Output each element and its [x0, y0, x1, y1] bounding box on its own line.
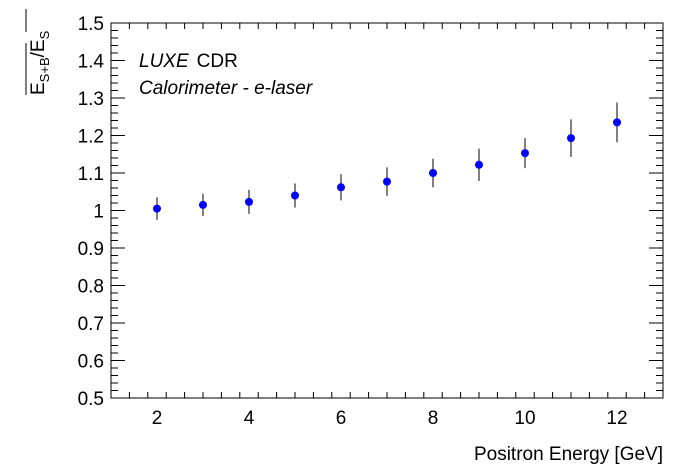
y-tick-label: 1.3	[78, 89, 104, 110]
ticks	[110, 22, 664, 399]
tick-labels: 2 4 6 8 10 12 0.5 0.6 0.7 0.8 0.9 1 1.1 1.2 1.3 1.4 1.5	[78, 14, 628, 429]
data-point	[613, 118, 621, 127]
y-tick-label: 1.1	[78, 164, 104, 185]
y-axis-title-den-sub: S	[37, 30, 52, 39]
x-tick-label: 6	[336, 408, 347, 429]
x-tick-label: 2	[152, 408, 163, 429]
annotation-detector: Calorimeter - e-laser	[139, 78, 313, 99]
annotation-luxe: LUXE CDR	[139, 51, 238, 72]
y-tick-label: 0.5	[78, 389, 104, 410]
y-axis-title-sep: /	[28, 51, 49, 57]
y-tick-label: 1	[93, 202, 104, 223]
y-tick-label: 1.5	[78, 14, 104, 35]
data-point	[291, 191, 299, 200]
y-tick-label: 1.2	[78, 127, 104, 148]
x-axis-title: Positron Energy [GeV]	[474, 444, 663, 465]
y-tick-label: 0.9	[78, 239, 104, 260]
data-point	[199, 200, 207, 209]
x-tick-label: 4	[244, 408, 255, 429]
data-point	[337, 183, 345, 192]
y-axis-title-den: E	[28, 39, 49, 52]
data-points	[153, 102, 621, 220]
y-axis-title-num-sub: S+B	[37, 57, 52, 82]
svg-text:ES+B/ES: ES+B/ES	[28, 30, 52, 95]
x-tick-label: 10	[514, 408, 535, 429]
x-tick-label: 8	[428, 408, 439, 429]
data-point	[475, 160, 483, 169]
annotation-luxe-italic: LUXE	[139, 51, 189, 72]
data-point	[567, 134, 575, 143]
data-point	[521, 149, 529, 158]
data-point	[153, 204, 161, 213]
y-axis-title-num: E	[28, 82, 49, 95]
data-point	[383, 177, 391, 186]
y-tick-label: 0.8	[78, 277, 104, 298]
annotation-luxe-rest: CDR	[197, 51, 238, 72]
y-axis-title: ES+B/ES	[25, 9, 52, 95]
data-point	[429, 169, 437, 177]
data-point	[245, 197, 253, 206]
y-tick-label: 0.7	[78, 314, 104, 335]
x-tick-label: 12	[606, 408, 627, 429]
y-tick-label: 0.6	[78, 352, 104, 373]
y-tick-label: 1.4	[78, 52, 105, 73]
